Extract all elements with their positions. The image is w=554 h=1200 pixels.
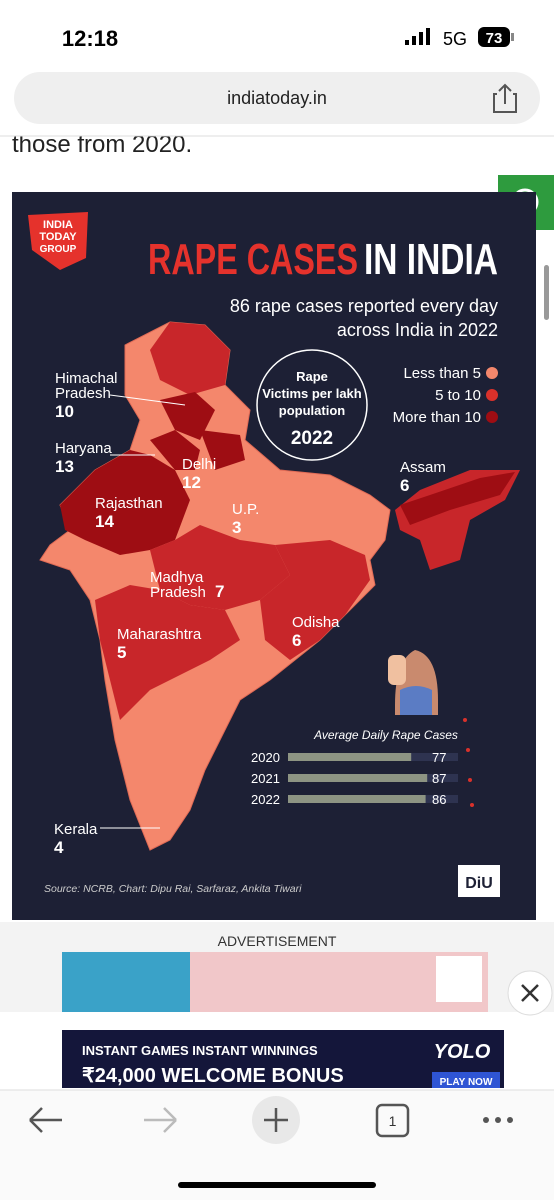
source: Source: NCRB, Chart: Dipu Rai, Sarfaraz,… (44, 883, 302, 895)
ad-label: ADVERTISEMENT (218, 933, 337, 949)
state-value: 3 (232, 518, 241, 537)
state-name: U.P. (232, 501, 259, 518)
state-name: Pradesh (55, 385, 111, 402)
title-red: RAPE CASES (148, 235, 358, 284)
subtitle: across India in 2022 (337, 320, 498, 340)
battery-tip (511, 33, 514, 41)
bar (288, 795, 426, 803)
signal-icon (405, 28, 430, 45)
legend-year: 2022 (291, 428, 333, 449)
legend-label: More than 10 (393, 409, 481, 426)
url: indiatoday.in (227, 88, 327, 108)
state-name: Pradesh (150, 584, 206, 601)
state-name: Maharashtra (117, 626, 202, 643)
region (200, 430, 245, 470)
legend-swatch (486, 411, 498, 423)
state-value: 6 (292, 631, 301, 650)
ad-button[interactable] (432, 1072, 500, 1088)
map (39, 321, 520, 851)
state-value: 4 (54, 838, 64, 857)
legend-title: population (279, 403, 345, 418)
bar-year: 2021 (251, 771, 280, 786)
close-icon (521, 984, 539, 1002)
state-value: 13 (55, 457, 74, 476)
state-value: 12 (182, 473, 201, 492)
legend-swatch (486, 367, 498, 379)
bar-year: 2022 (251, 792, 280, 807)
clock: 12:18 (62, 26, 118, 51)
state-value: 6 (400, 476, 409, 495)
back-button[interactable] (29, 1107, 62, 1133)
illustration (388, 650, 438, 715)
state-name: Himachal (55, 370, 118, 387)
address-bar[interactable] (14, 72, 540, 124)
subtitle: 86 rape cases reported every day (230, 296, 498, 316)
bottom-ad[interactable] (62, 1030, 504, 1088)
legend-swatch (486, 389, 498, 401)
state-name: Haryana (55, 440, 112, 457)
state-value: 10 (55, 402, 74, 421)
forward-button[interactable] (144, 1107, 177, 1133)
bar (288, 753, 412, 761)
brand-text: INDIA (43, 219, 73, 231)
plus-icon (264, 1108, 288, 1132)
menu-button[interactable] (483, 1117, 513, 1123)
ad-banner-part (62, 952, 190, 1012)
state-name: Delhi (182, 456, 216, 473)
region (150, 525, 290, 610)
network: 5G (443, 29, 467, 49)
tab-count: 1 (389, 1113, 397, 1129)
qr-code (436, 956, 482, 1002)
ad-brand: YOLO (434, 1041, 491, 1063)
legend-label: Less than 5 (403, 365, 481, 382)
state-name: Assam (400, 459, 446, 476)
region (400, 472, 515, 525)
tabs-button[interactable] (375, 1103, 410, 1138)
diu-text: DiU (465, 875, 493, 892)
legend-circle (256, 349, 368, 461)
state-value: 7 (215, 582, 224, 601)
state-name: Odisha (292, 614, 340, 631)
region (150, 430, 200, 470)
ad-button-text: PLAY NOW (440, 1077, 493, 1088)
share-button[interactable] (493, 83, 517, 113)
bar-chart-title: Average Daily Rape Cases (313, 728, 458, 742)
brand-text: TODAY (39, 231, 77, 243)
legend-title: Victims per lakh (262, 386, 362, 401)
battery (478, 27, 510, 47)
bar-value: 87 (432, 771, 446, 786)
diu-logo (458, 865, 500, 897)
scrollbar (544, 265, 549, 320)
home-indicator (178, 1182, 376, 1188)
ad-line: INSTANT GAMES INSTANT WINNINGS (82, 1043, 318, 1058)
bar-value: 86 (432, 792, 446, 807)
brand-text: GROUP (40, 244, 77, 255)
brand-logo (28, 212, 88, 270)
region (260, 540, 370, 660)
region (150, 322, 230, 395)
state-value: 5 (117, 643, 126, 662)
ad-line: ₹24,000 WELCOME BONUS (82, 1065, 344, 1087)
state-name: Rajasthan (95, 495, 163, 512)
state-name: Madhya (150, 569, 204, 586)
leader-lines (100, 394, 186, 829)
bar-value: 77 (432, 750, 446, 765)
legend-label: 5 to 10 (435, 387, 481, 404)
region (95, 585, 240, 720)
battery-level: 73 (486, 30, 503, 47)
bar-year: 2020 (251, 750, 280, 765)
title-white: IN INDIA (364, 235, 498, 284)
region (60, 450, 190, 555)
state-value: 14 (95, 512, 114, 531)
legend-title: Rape (296, 369, 328, 384)
bar (288, 774, 428, 782)
state-name: Kerala (54, 821, 98, 838)
